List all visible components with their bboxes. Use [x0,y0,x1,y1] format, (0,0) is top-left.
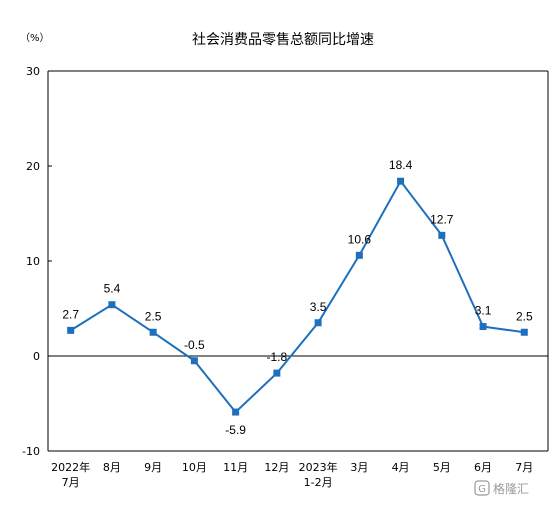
data-label: -5.9 [225,423,246,437]
series-markers [67,177,528,416]
x-tick-label: 1-2月 [304,476,333,489]
data-point [520,328,528,336]
x-tick-label: 6月 [474,461,492,474]
data-point [232,408,240,416]
watermark: G 格隆汇 [474,480,529,496]
series-line [70,179,525,414]
data-label: 12.7 [430,212,454,226]
data-label: 3.1 [475,304,492,318]
y-tick-label: 20 [26,160,40,173]
data-point [355,251,363,259]
x-tick-label: 3月 [350,461,368,474]
data-point [273,369,281,377]
x-tick-label: 2023年 [299,460,338,474]
data-point [314,319,322,327]
watermark-logo [474,480,490,496]
data-labels: 2.7 5.4 2.5 -0.5 -5.9 -1.8 3.5 10.6 18.4 12.7 3.1 2… [62,158,533,437]
x-tick-label: 7月 [62,476,80,489]
data-label: 2.5 [516,309,533,323]
data-label: 18.4 [389,158,413,172]
x-tick-labels: 2022年 7月 8月 9月 10月 11月 12月 2023年 1-2月 3月 4月 5月 6月 7月 [51,460,533,489]
y-axis-unit: （%） [20,32,50,44]
y-tick-label: 10 [26,255,40,268]
axes [47,70,549,452]
watermark-logo-glyph: G [478,484,486,495]
data-point [479,323,487,331]
y-tick-label: 0 [33,350,40,363]
x-tick-label: 9月 [144,461,162,474]
data-label: 3.5 [310,300,327,314]
watermark-text: 格隆汇 [493,481,529,496]
x-tick-label: 11月 [223,461,248,474]
x-tick-label: 7月 [515,461,533,474]
data-label: 2.5 [145,309,162,323]
y-ticks: -10 0 10 20 30 [22,65,52,458]
data-label: 5.4 [104,282,121,296]
data-point [190,357,198,365]
data-point [67,326,75,334]
y-tick-label: 30 [26,65,40,78]
x-tick-label: 12月 [264,461,289,474]
x-tick-label: 2022年 [51,460,90,474]
x-tick-label: 8月 [103,461,121,474]
x-tick-label: 5月 [433,461,451,474]
data-point [149,328,157,336]
data-label: -0.5 [184,338,205,352]
x-tick-label: 10月 [182,461,207,474]
data-point [108,301,116,309]
data-point [438,231,446,239]
data-point [397,177,405,185]
data-label: 10.6 [348,232,372,246]
x-tick-label: 4月 [392,461,410,474]
chart-title: 社会消费品零售总额同比增速 [192,32,374,48]
y-tick-label: -10 [22,445,40,458]
data-label: 2.7 [62,307,79,321]
data-label: -1.8 [267,350,288,364]
